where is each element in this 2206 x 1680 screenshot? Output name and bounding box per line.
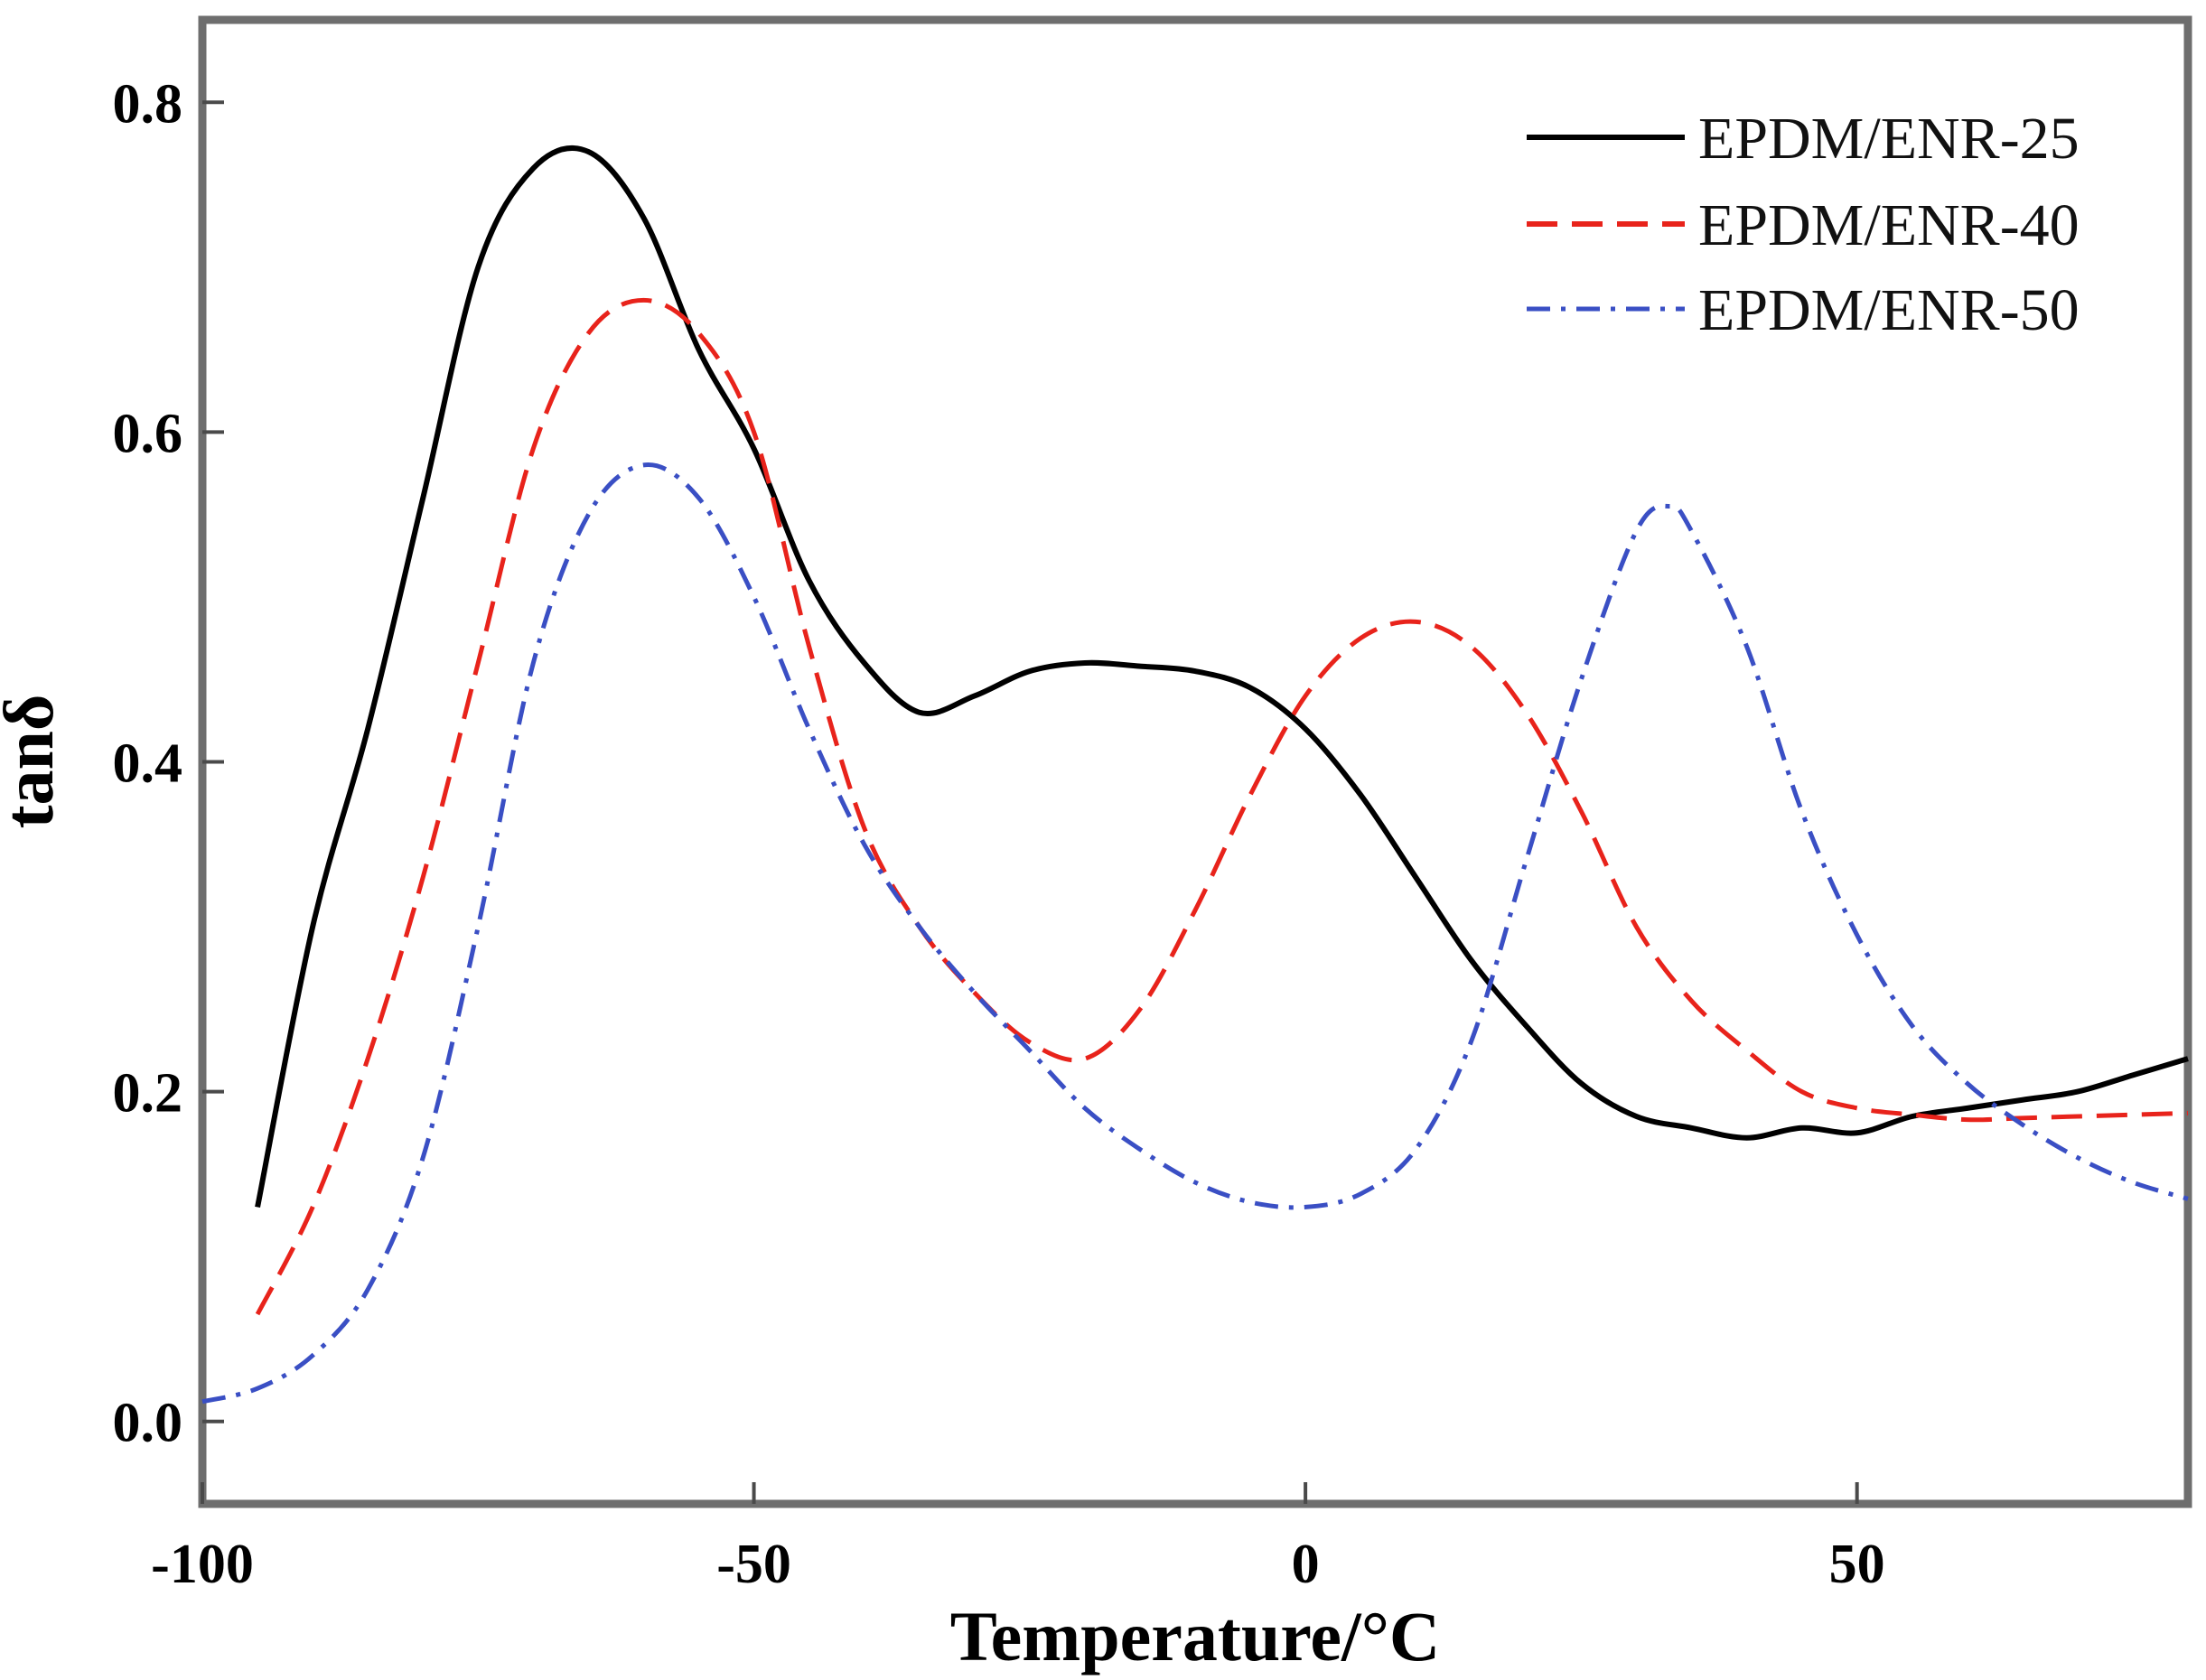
- legend-label-enr25: EPDM/ENR-25: [1698, 106, 2080, 172]
- x-tick-label: -100: [151, 1534, 254, 1595]
- legend-label-enr40: EPDM/ENR-40: [1698, 192, 2080, 258]
- x-tick-label: 50: [1829, 1534, 1885, 1595]
- y-axis-title: tanδ: [0, 695, 68, 829]
- series-line-2: [255, 297, 2189, 1316]
- ticks-group: -100 -50 0 50 0.0 0.2 0.4 0.6 0.8: [113, 73, 1885, 1595]
- y-tick-label: 0.6: [113, 403, 183, 464]
- y-tick-label: 0.8: [113, 73, 183, 135]
- y-tick-label: 0.0: [113, 1393, 183, 1454]
- x-tick-label: -50: [716, 1534, 791, 1595]
- series-line-1: [255, 145, 2189, 1208]
- plot-frame: [198, 15, 2192, 1508]
- legend: EPDM/ENR-25 EPDM/ENR-40 EPDM/ENR-50: [1527, 106, 2080, 343]
- x-axis-title: Temperature/°C: [950, 1597, 1440, 1675]
- series-line-3: [201, 462, 2189, 1405]
- x-tick-label: 0: [1292, 1534, 1320, 1595]
- legend-label-enr50: EPDM/ENR-50: [1698, 277, 2080, 343]
- y-tick-label: 0.2: [113, 1063, 183, 1125]
- y-tick-label: 0.4: [113, 733, 183, 795]
- series-group: [201, 145, 2189, 1405]
